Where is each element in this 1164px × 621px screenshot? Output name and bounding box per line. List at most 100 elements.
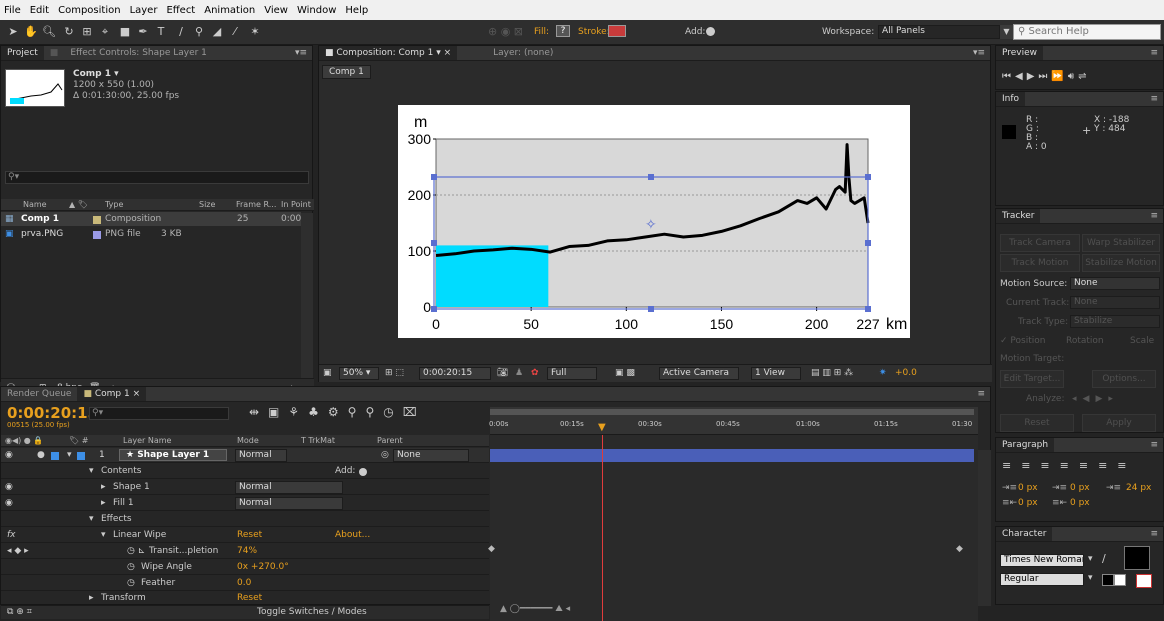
brush-tool-icon[interactable]: ∕ <box>179 25 183 38</box>
effects-row[interactable]: ▾ Effects <box>1 512 489 527</box>
tab-character[interactable]: Character <box>996 527 1053 541</box>
puppet-tool-icon[interactable]: ✶ <box>250 25 260 38</box>
col-type[interactable]: Type <box>105 200 124 209</box>
project-search-input[interactable]: ⚲▾ <box>5 171 309 184</box>
panel-menu-icon[interactable]: ≡ <box>1150 440 1158 450</box>
expand-arrow-icon[interactable]: ▾ <box>89 514 94 524</box>
font-family-dropdown[interactable]: Times New Roman <box>1000 554 1084 567</box>
menu-item[interactable]: View <box>264 4 288 16</box>
white-swatch[interactable] <box>1114 574 1126 586</box>
timeline-scrollbar[interactable] <box>978 450 991 606</box>
pen-tool-icon[interactable]: ✒ <box>138 25 148 38</box>
menu-item[interactable]: Edit <box>29 4 50 16</box>
feather-value[interactable]: 0.0 <box>237 578 252 588</box>
tab-info[interactable]: Info <box>996 92 1026 106</box>
panel-menu-icon[interactable]: ▾≡ <box>294 48 307 58</box>
effect-about-link[interactable]: About... <box>335 530 371 540</box>
stabilize-motion-button[interactable]: Stabilize Motion <box>1082 254 1160 272</box>
col-in-point[interactable]: In Point <box>281 200 311 209</box>
eraser-tool-icon[interactable]: ◢ <box>212 25 222 38</box>
resolution-dropdown[interactable]: Full <box>547 367 597 380</box>
effect-fx-icon[interactable]: fx <box>7 530 16 540</box>
transition-completion-value[interactable]: 74% <box>237 546 258 556</box>
toggle-switches-modes-button[interactable]: Toggle Switches / Modes <box>257 607 367 617</box>
current-time-timecode[interactable]: 0:00:20:15 <box>7 404 99 422</box>
shape-blend-dropdown[interactable]: Normal <box>235 481 343 494</box>
visibility-eye-icon[interactable]: ◉ <box>5 482 13 492</box>
space-after-value[interactable]: 0 px <box>1070 498 1090 508</box>
col-name[interactable]: Name <box>23 200 47 209</box>
position-checkbox[interactable]: ✓ Position <box>1000 336 1046 346</box>
col-trkmat[interactable]: T TrkMat <box>301 436 336 445</box>
project-item-row[interactable]: ▦ Comp 1 Composition 25 0:00 <box>1 212 301 226</box>
fill-color-swatch[interactable] <box>1124 546 1150 570</box>
track-camera-button[interactable]: Track Camera <box>1000 234 1080 252</box>
effect-reset-link[interactable]: Reset <box>237 530 263 540</box>
transform-row[interactable]: ▸ Transform Reset <box>1 592 489 604</box>
feather-row[interactable]: ◷ Feather 0.0 <box>1 576 489 591</box>
collapse-arrow-icon[interactable]: ▸ <box>101 482 106 492</box>
menu-item[interactable]: Composition <box>58 4 121 16</box>
keyframe-icon[interactable]: ◆ <box>488 544 495 554</box>
panel-menu-icon[interactable]: ▾≡ <box>972 48 985 58</box>
axis-mode-icons[interactable]: ⊕ ◉ ⊠ <box>488 25 524 38</box>
keyframe-nav-icon[interactable]: ◂ ◆ ▸ <box>7 546 29 556</box>
workspace-dropdown[interactable]: All Panels <box>878 25 1000 39</box>
warp-stabilizer-button[interactable]: Warp Stabilizer <box>1082 234 1160 252</box>
col-layer-name[interactable]: Layer Name <box>123 436 172 445</box>
font-dropdown-chevron-icon[interactable]: ▾ <box>1088 554 1093 564</box>
menu-item[interactable]: File <box>4 4 21 16</box>
always-preview-icon[interactable]: ▣ <box>323 368 332 378</box>
tab-render-queue[interactable]: Render Queue <box>7 389 72 399</box>
orbit-tool-icon[interactable]: ⌖ <box>101 25 109 38</box>
menu-item[interactable]: Layer <box>129 4 158 16</box>
indent-right-value[interactable]: 0 px <box>1070 483 1090 493</box>
layer-duration-bar[interactable] <box>490 449 974 462</box>
panel-menu-icon[interactable]: ≡ <box>1150 211 1158 221</box>
camera-tool-icon[interactable]: ⊞ <box>82 25 92 38</box>
tab-tracker[interactable]: Tracker <box>996 209 1041 223</box>
chevron-down-icon[interactable]: ▼ <box>1000 25 1013 39</box>
font-style-dropdown[interactable]: Regular <box>1000 573 1084 586</box>
expand-arrow-icon[interactable]: ▾ <box>89 466 94 476</box>
first-line-indent-value[interactable]: 24 px <box>1126 483 1152 493</box>
edit-target-button[interactable]: Edit Target... <box>1000 370 1064 388</box>
tab-effect-controls[interactable]: Effect Controls: Shape Layer 1 <box>70 48 207 58</box>
layer-name[interactable]: ★ Shape Layer 1 <box>119 449 227 461</box>
apply-button[interactable]: Apply <box>1082 414 1156 432</box>
wipe-angle-value[interactable]: 0x +270.0° <box>237 562 289 572</box>
fill-swatch[interactable]: ? <box>556 25 570 37</box>
tab-composition[interactable]: ■ Composition: Comp 1 ▾ × <box>319 46 458 60</box>
clone-tool-icon[interactable]: ⚲ <box>194 25 204 38</box>
add-circle-icon[interactable] <box>359 468 367 476</box>
roto-tool-icon[interactable]: ⁄ <box>234 25 236 38</box>
grid-icon[interactable]: ⊞ ⬚ <box>385 368 404 378</box>
indent-left-value[interactable]: 0 px <box>1018 483 1038 493</box>
menu-item[interactable]: Animation <box>204 4 256 16</box>
tab-paragraph[interactable]: Paragraph <box>996 438 1055 452</box>
comp-name[interactable]: Comp 1 ▾ <box>73 69 119 79</box>
black-swatch[interactable] <box>1102 574 1114 586</box>
selection-tool-icon[interactable]: ➤ <box>8 25 18 38</box>
text-tool-icon[interactable]: T <box>157 25 165 38</box>
timeline-search-input[interactable]: ⚲▾ <box>89 407 229 420</box>
label-color-swatch[interactable] <box>93 231 101 239</box>
keyframe-icon[interactable]: ◆ <box>956 544 963 554</box>
playback-controls-icon[interactable]: ⏮◀▶⏭⏩🔊︎⇌ <box>1002 71 1091 82</box>
layer-row[interactable]: ◉ ● ▾ 1 ★ Shape Layer 1 Normal ◎ None <box>1 448 489 463</box>
transition-completion-row[interactable]: ◂ ◆ ▸ ◷ ⊾ Transit...pletion 74% <box>1 544 489 559</box>
current-time-indicator-icon[interactable]: ▼ <box>598 422 606 433</box>
rotate-tool-icon[interactable]: ↻ <box>64 25 74 38</box>
options-button[interactable]: Options... <box>1092 370 1156 388</box>
wipe-angle-row[interactable]: ◷ Wipe Angle 0x +270.0° <box>1 560 489 575</box>
tab-project[interactable]: Project <box>1 46 44 60</box>
panel-menu-icon[interactable]: ≡ <box>977 389 985 399</box>
collapse-arrow-icon[interactable]: ▸ <box>101 498 106 508</box>
magnification-dropdown[interactable]: 50% ▾ <box>339 367 379 380</box>
solo-icon[interactable]: ● <box>37 450 45 460</box>
comp-breadcrumb[interactable]: Comp 1 <box>322 65 371 79</box>
zoom-tool-icon[interactable]: 🔍︎ <box>42 25 56 38</box>
eyedropper-icon[interactable]: ∕ <box>1102 552 1106 565</box>
shape-row[interactable]: ◉ ▸ Shape 1 Normal <box>1 480 489 495</box>
stopwatch-icon[interactable]: ◷ <box>127 578 135 588</box>
